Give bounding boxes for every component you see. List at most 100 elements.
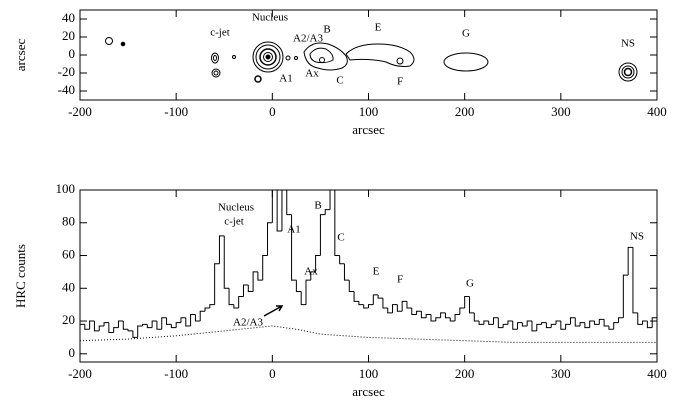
histogram-step (513, 321, 518, 329)
histogram-step (152, 321, 157, 328)
histogram-step (460, 308, 465, 315)
histogram-step (99, 326, 104, 331)
contour (214, 56, 217, 61)
y-tick-label: 100 (56, 181, 76, 196)
histogram-step (191, 314, 196, 325)
histogram-step (104, 323, 109, 326)
histogram-step (219, 236, 224, 264)
histogram-step (210, 305, 215, 308)
histogram-step (542, 323, 547, 325)
histogram-step (450, 318, 455, 321)
contour (320, 58, 325, 63)
histogram-step (489, 321, 494, 324)
plot-frame (80, 190, 657, 362)
histogram-step (296, 280, 301, 291)
histogram-step (383, 298, 388, 308)
histogram-step (320, 215, 325, 256)
x-tick-label: 0 (269, 104, 276, 119)
contours (106, 38, 638, 83)
annotation: Ax (305, 68, 319, 80)
y-tick-label: 20 (62, 28, 75, 43)
histogram-step (378, 295, 383, 298)
background-line (80, 326, 657, 342)
histogram-step (340, 256, 345, 264)
annotation: A1 (279, 73, 292, 85)
histogram-step (590, 321, 595, 328)
annotation: Nucleus (252, 12, 288, 24)
x-tick-label: 300 (551, 104, 571, 119)
histogram-step (465, 296, 470, 307)
histogram-step (508, 321, 513, 324)
histogram-step (215, 264, 220, 305)
histogram-step (484, 321, 489, 324)
histogram-step (94, 321, 99, 331)
histogram-step (359, 301, 364, 304)
histogram-step (441, 313, 446, 318)
histogram-step (224, 236, 229, 288)
histogram-step (195, 314, 200, 321)
histogram-step (474, 313, 479, 321)
annotation: NS (621, 38, 635, 50)
figure: -200-100010020030040040200-20-40arcsecar… (0, 0, 691, 403)
histogram-step (402, 301, 407, 311)
histogram-step (248, 285, 253, 292)
histogram-step (522, 323, 527, 326)
histogram-step (594, 321, 599, 324)
contour (310, 48, 333, 62)
histogram-step (123, 321, 128, 329)
histogram-step (436, 318, 441, 321)
histogram-step (157, 321, 162, 329)
histogram-step (652, 318, 657, 328)
contour (346, 44, 414, 67)
contour (212, 53, 219, 63)
histogram-step (344, 264, 349, 280)
histogram-step (619, 318, 624, 323)
histogram-step (167, 318, 172, 325)
histogram-step (407, 301, 412, 308)
histogram-step (118, 321, 123, 328)
histogram-step (272, 190, 277, 223)
x-tick-label: -200 (68, 366, 92, 381)
histogram-step (335, 190, 340, 256)
histogram-step (426, 314, 431, 317)
annotation: A1 (287, 224, 300, 236)
y-tick-label: -20 (58, 64, 75, 79)
histogram-step (85, 324, 90, 329)
histogram-step (282, 190, 287, 231)
histogram-step (287, 190, 292, 215)
annotation: G (462, 28, 470, 40)
histogram-step (532, 321, 537, 331)
histogram-step (186, 318, 191, 326)
histogram-step (431, 314, 436, 321)
histogram-step (138, 326, 143, 337)
y-axis-label: arcsec (13, 39, 28, 72)
histogram-step (162, 318, 167, 329)
histogram-step (306, 280, 311, 305)
annotation: A2/A3 (233, 317, 263, 329)
histogram-step (143, 324, 148, 326)
histogram-step (171, 324, 176, 327)
y-tick-label: 0 (69, 345, 76, 360)
histogram-step (325, 210, 330, 215)
contour (233, 56, 236, 59)
histogram-step (551, 324, 556, 327)
histogram-step (205, 308, 210, 311)
contour (266, 55, 270, 59)
histogram-step (200, 311, 205, 321)
annotation: Ax (304, 266, 318, 278)
histogram-step (388, 308, 393, 313)
histogram-step (349, 280, 354, 291)
histogram-step (354, 292, 359, 302)
histogram-step (518, 323, 523, 330)
annotation: E (375, 22, 382, 34)
histogram-step (412, 308, 417, 315)
x-tick-label: 100 (359, 104, 379, 119)
annotation: G (466, 278, 474, 290)
x-tick-label: 100 (359, 366, 379, 381)
contour (212, 69, 220, 77)
x-tick-label: -100 (164, 366, 188, 381)
histogram-step (609, 326, 614, 329)
histogram-step (647, 321, 652, 328)
histogram-step (599, 319, 604, 324)
y-tick-label: -40 (58, 82, 75, 97)
